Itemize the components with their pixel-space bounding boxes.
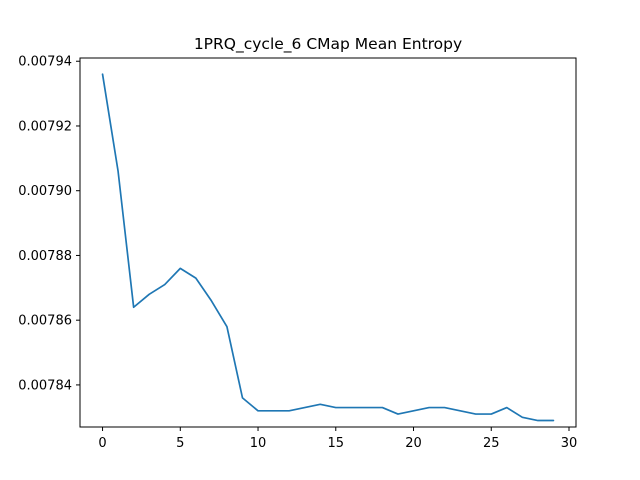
x-tick-label: 5 [176,436,184,451]
y-axis: 0.00784 0.00786 0.00788 0.00790 0.00792 0.007… [18,55,80,393]
y-tick-label: 0.00784 [18,378,72,393]
chart-title: 1PRQ_cycle_6 CMap Mean Entropy [194,35,462,54]
x-tick-label: 25 [483,436,500,451]
y-tick-label: 0.00792 [18,119,72,134]
x-tick-label: 30 [561,436,578,451]
y-tick-label: 0.00786 [18,314,72,329]
y-tick-label: 0.00788 [18,249,72,264]
x-axis: 0 5 10 15 20 25 30 [98,427,577,451]
x-tick-label: 20 [405,436,422,451]
x-tick-label: 0 [98,436,106,451]
series-line [101,73,555,422]
x-tick-label: 15 [328,436,345,451]
y-tick-label: 0.00794 [18,55,72,70]
y-tick-label: 0.00790 [18,184,72,199]
x-tick-label: 10 [250,436,267,451]
series-layer [101,73,555,422]
plot-frame [79,57,577,428]
